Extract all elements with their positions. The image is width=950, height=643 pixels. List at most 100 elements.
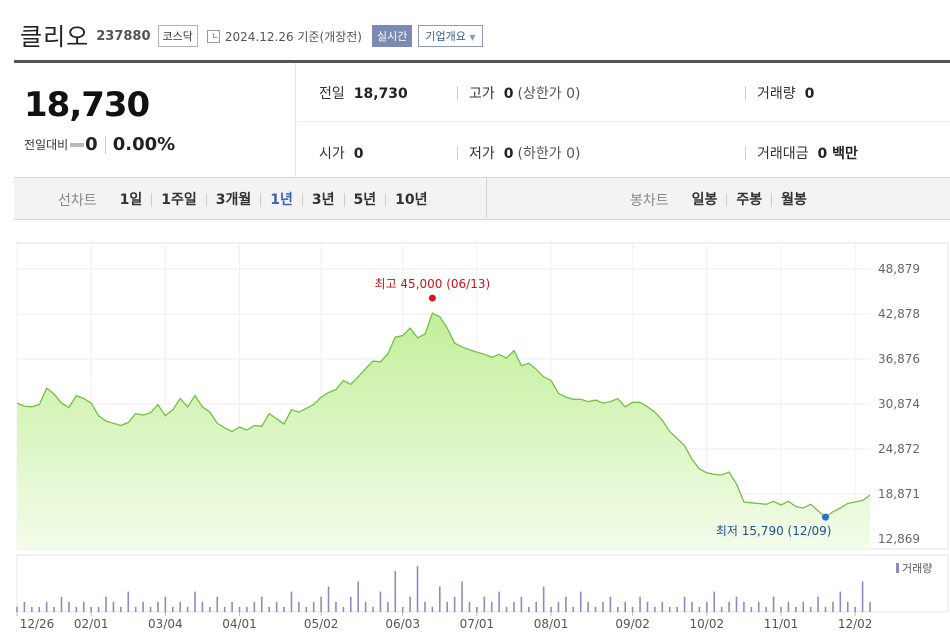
- volume-bar: [327, 586, 330, 612]
- current-price: 18,730: [24, 85, 150, 125]
- trade-value-label: 거래대금: [757, 146, 809, 162]
- volume-bar: [550, 606, 552, 612]
- volume-bar: [535, 601, 538, 612]
- volume-legend: 거래량: [902, 562, 932, 575]
- tab-weekly[interactable]: 주봉: [726, 193, 771, 207]
- volume-bar: [743, 601, 745, 612]
- volume-bar: [90, 606, 92, 612]
- tab-1d[interactable]: 1일: [119, 192, 143, 208]
- volume-bar: [579, 591, 582, 612]
- volume-bar: [246, 606, 248, 612]
- day-high: 고가 0 (상한가 0): [469, 83, 580, 103]
- volume-bar: [461, 581, 463, 612]
- volume-bar: [542, 586, 545, 612]
- volume-bar: [424, 601, 426, 612]
- change-percent: 0.00%: [112, 134, 176, 155]
- volume: 거래량 0: [757, 83, 814, 103]
- volume-bar: [757, 601, 760, 612]
- volume-bar: [127, 591, 130, 612]
- x-tick-label: 12/02: [838, 617, 873, 631]
- volume-bar: [557, 601, 560, 612]
- x-tick-label: 05/02: [304, 617, 339, 631]
- tab-daily[interactable]: 일봉: [691, 192, 718, 208]
- company-name: 클리오: [20, 22, 90, 51]
- low-annotation: 최저 15,790 (12/09): [716, 524, 832, 538]
- line-chart-label: 선차트: [58, 193, 97, 209]
- volume-bar: [691, 601, 693, 612]
- volume-bar: [335, 601, 337, 612]
- high-label: 고가: [469, 86, 495, 102]
- volume-bar: [824, 606, 827, 612]
- period-bar: 선차트 1일 1주일 3개월 1년 3년 5년 10년 봉차트 일봉 주봉 월봉: [14, 178, 950, 220]
- volume-bar: [602, 601, 604, 612]
- volume-bar: [194, 591, 196, 612]
- divider: [457, 86, 458, 100]
- tab-1y[interactable]: 1년: [260, 193, 302, 207]
- volume-bar: [120, 606, 122, 612]
- volume-bar: [713, 591, 716, 612]
- high-marker: [428, 294, 436, 302]
- tab-10y[interactable]: 10년: [385, 193, 436, 207]
- price-chart[interactable]: 48,879 42,878 36,876 30,874 24,872 18,871 12,8…: [0, 225, 950, 643]
- tab-monthly[interactable]: 월봉: [771, 193, 816, 207]
- volume-bar: [772, 596, 775, 612]
- volume-bar: [839, 591, 842, 612]
- x-tick-label: 02/01: [74, 617, 109, 631]
- flat-change-icon: [70, 142, 85, 147]
- volume-bar: [869, 601, 871, 612]
- x-tick-label: 06/03: [385, 617, 420, 631]
- volume-bar: [357, 581, 359, 612]
- trade-value-amount: 0 백만: [817, 146, 858, 162]
- period-divider: [486, 178, 487, 219]
- candle-chart-tabs: 봉차트 일봉 주봉 월봉: [630, 190, 816, 210]
- lower-limit: (하한가 0): [517, 146, 581, 162]
- x-tick-label: 04/01: [222, 617, 257, 631]
- volume-bar: [312, 601, 315, 612]
- volume-bar: [706, 601, 708, 612]
- volume-bar: [320, 596, 322, 612]
- volume-bar: [572, 606, 575, 612]
- quote-summary: 18,730 전일대비 0 0.00% 전일 18,730 고가 0 (상한가 …: [14, 60, 950, 178]
- change-value: 0: [85, 134, 98, 155]
- y-tick-label: 18,871: [878, 487, 920, 501]
- volume-bar: [364, 601, 367, 612]
- volume-bar: [305, 606, 308, 612]
- realtime-button[interactable]: 실시간: [372, 24, 413, 47]
- volume-bar: [720, 606, 723, 612]
- low-label: 저가: [469, 146, 495, 162]
- volume-bar: [861, 581, 864, 612]
- volume-bar: [735, 596, 738, 612]
- divider: [457, 146, 458, 160]
- tab-5y[interactable]: 5년: [343, 193, 386, 207]
- volume-bar: [216, 596, 219, 612]
- volume-bar: [654, 606, 656, 612]
- volume-bar: [349, 596, 352, 612]
- volume-bar: [854, 606, 856, 612]
- x-tick-label: 10/02: [690, 617, 725, 631]
- tab-3m[interactable]: 3개월: [205, 193, 261, 207]
- volume-bar: [446, 601, 449, 612]
- volume-bar: [298, 601, 300, 612]
- x-tick-label: 11/01: [764, 617, 799, 631]
- volume-bar: [832, 601, 834, 612]
- x-tick-label: 03/04: [148, 617, 183, 631]
- volume-bar: [520, 596, 523, 612]
- volume-bar: [142, 601, 144, 612]
- change-label: 전일대비: [24, 138, 69, 152]
- volume-bar: [483, 596, 486, 612]
- y-tick-label: 12,869: [878, 532, 920, 546]
- volume-bar: [661, 601, 664, 612]
- volume-label: 거래량: [757, 86, 796, 102]
- volume-bar: [342, 606, 345, 612]
- volume-bar: [802, 601, 805, 612]
- prev-close-value: 18,730: [353, 86, 408, 102]
- tab-1w[interactable]: 1주일: [151, 193, 206, 207]
- volume-bar: [268, 606, 270, 612]
- volume-bar: [587, 601, 589, 612]
- volume-bar: [528, 606, 530, 612]
- low-marker: [821, 513, 829, 521]
- volume-bar: [75, 606, 78, 612]
- row-divider: [297, 121, 950, 122]
- tab-3y[interactable]: 3년: [301, 193, 344, 207]
- company-overview-dropdown[interactable]: 기업개요 ▼: [418, 24, 483, 47]
